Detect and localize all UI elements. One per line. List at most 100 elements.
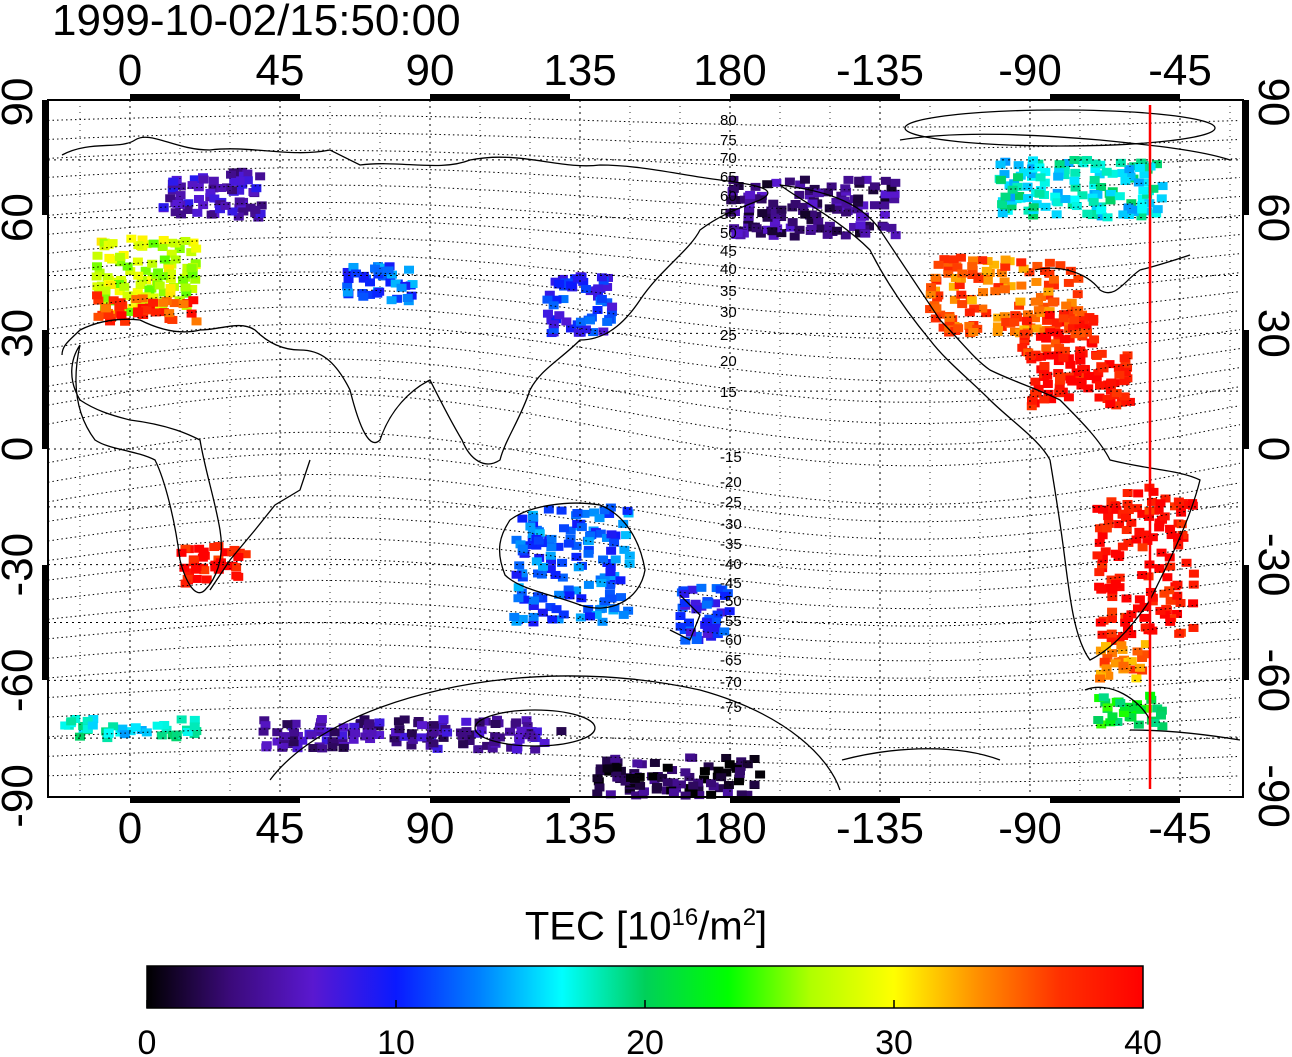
tec-cell bbox=[548, 325, 559, 334]
tec-cell bbox=[575, 317, 586, 326]
tec-cell bbox=[558, 295, 569, 304]
tec-cell bbox=[1043, 291, 1054, 300]
tec-cell bbox=[438, 715, 449, 724]
coastline bbox=[841, 748, 1001, 761]
tec-cell bbox=[105, 317, 116, 326]
tec-cell bbox=[576, 594, 587, 603]
contour-label: 50 bbox=[720, 225, 737, 242]
tec-cell bbox=[615, 576, 626, 585]
axis-label-left: -60 bbox=[0, 649, 42, 713]
tec-cell bbox=[841, 208, 852, 217]
tec-cell bbox=[611, 763, 622, 772]
tec-cell bbox=[260, 721, 271, 730]
axis-label-top: 0 bbox=[118, 46, 142, 95]
axis-label-bottom: 135 bbox=[543, 804, 616, 853]
tec-cell bbox=[954, 281, 965, 290]
tec-cell bbox=[953, 324, 964, 333]
tec-cell bbox=[100, 293, 111, 302]
tec-cell bbox=[161, 725, 172, 734]
tec-cell bbox=[964, 308, 975, 317]
tec-cell bbox=[579, 509, 590, 518]
tec-cell bbox=[464, 736, 475, 745]
tec-cell bbox=[1095, 674, 1106, 683]
tec-cell bbox=[187, 284, 198, 293]
tec-cell bbox=[1043, 280, 1054, 289]
tec-cells bbox=[60, 155, 1199, 800]
tec-cell bbox=[1082, 209, 1093, 218]
tec-cell bbox=[668, 778, 679, 787]
coastline bbox=[899, 133, 1231, 161]
tec-cell bbox=[66, 717, 77, 726]
tec-cell bbox=[860, 229, 871, 238]
tec-cell bbox=[993, 283, 1004, 292]
tec-cell bbox=[869, 201, 880, 210]
tec-cell bbox=[1016, 281, 1027, 290]
tec-cell bbox=[327, 743, 338, 752]
tec-cell bbox=[102, 273, 113, 282]
tec-cell bbox=[385, 278, 396, 287]
contour-line bbox=[47, 770, 1241, 783]
tec-cell bbox=[544, 290, 555, 299]
tec-cell bbox=[1157, 182, 1168, 191]
tec-cell bbox=[572, 508, 583, 517]
tec-cell bbox=[1078, 316, 1089, 325]
axis-bar-right bbox=[1243, 330, 1249, 449]
tec-cell bbox=[180, 544, 191, 553]
tec-cell bbox=[92, 262, 103, 271]
tec-cell bbox=[621, 531, 632, 540]
tec-cell bbox=[348, 735, 359, 744]
tec-cell bbox=[528, 596, 539, 605]
tec-cell bbox=[565, 534, 576, 543]
tec-cell bbox=[1173, 541, 1184, 550]
tec-cell bbox=[602, 756, 613, 765]
tec-cell bbox=[136, 276, 147, 285]
axis-label-left: 0 bbox=[0, 437, 42, 461]
tec-cell bbox=[1092, 551, 1103, 560]
tec-cell bbox=[88, 715, 99, 724]
tec-cell bbox=[768, 231, 779, 240]
tec-cell bbox=[1073, 274, 1084, 283]
tec-cell bbox=[1094, 568, 1105, 577]
tec-cell bbox=[517, 614, 528, 623]
tec-cell bbox=[1053, 329, 1064, 338]
axis-label-bottom: 90 bbox=[406, 804, 455, 853]
tec-cell bbox=[770, 207, 781, 216]
tec-cell bbox=[233, 212, 244, 221]
tec-cell bbox=[948, 255, 959, 264]
tec-cell bbox=[977, 304, 988, 313]
tec-cell bbox=[287, 733, 298, 742]
tec-cell bbox=[1139, 613, 1150, 622]
contour-label: 45 bbox=[720, 243, 737, 260]
tec-cell bbox=[1092, 504, 1103, 513]
tec-cell bbox=[1097, 560, 1108, 569]
tec-cell bbox=[100, 286, 111, 295]
tec-cell bbox=[750, 182, 761, 191]
tec-cell bbox=[573, 328, 584, 337]
tec-cell bbox=[609, 538, 620, 547]
tec-cell bbox=[1000, 255, 1011, 264]
tec-cell bbox=[598, 327, 609, 336]
colorbar-title-suffix: ] bbox=[756, 904, 768, 949]
tec-cell bbox=[227, 207, 238, 216]
tec-cell bbox=[596, 579, 607, 588]
tec-cell bbox=[542, 295, 553, 304]
tec-cell bbox=[814, 224, 825, 233]
tec-cell bbox=[1069, 316, 1080, 325]
tec-cell bbox=[193, 183, 204, 192]
tec-cell bbox=[749, 780, 760, 789]
tec-cell bbox=[174, 245, 185, 254]
tec-cell bbox=[699, 767, 710, 776]
tec-cell bbox=[1000, 192, 1011, 201]
tec-cell bbox=[1107, 593, 1118, 602]
tec-cell bbox=[524, 541, 535, 550]
tec-cell bbox=[1134, 163, 1145, 172]
tec-cell bbox=[968, 328, 979, 337]
tec-cell bbox=[205, 188, 216, 197]
tec-cell bbox=[1122, 499, 1133, 508]
tec-cell bbox=[858, 201, 869, 210]
tec-cell bbox=[132, 288, 143, 297]
tec-cell bbox=[1098, 505, 1109, 514]
tec-cell bbox=[189, 715, 200, 724]
tec-cell bbox=[624, 551, 635, 560]
axis-label-bottom: 0 bbox=[118, 804, 142, 853]
